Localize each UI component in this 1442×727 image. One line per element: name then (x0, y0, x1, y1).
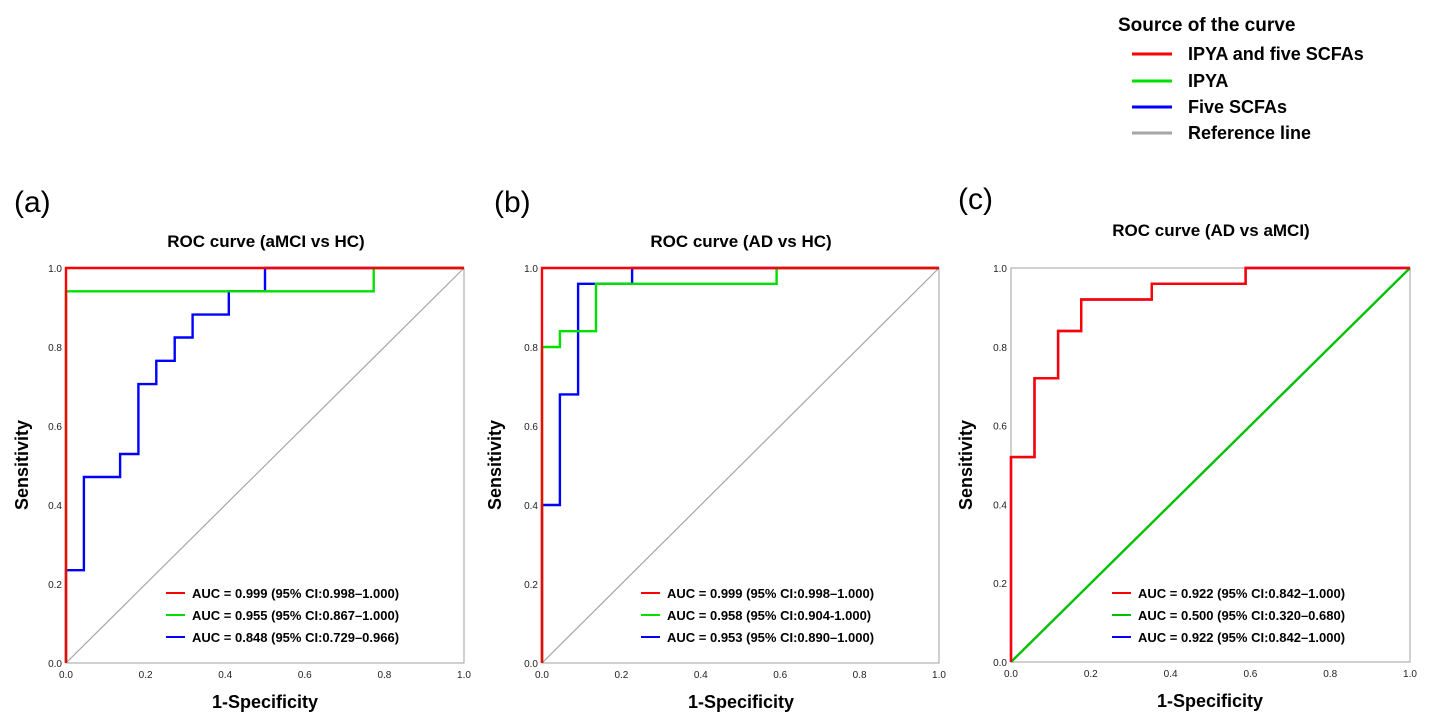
roc-curve-c-ipya (1010, 267, 1411, 663)
ticks-a: 0.00.0 0.2 0.2 0.4 0.4 0.6 0.6 0.8 0.8 1.0 1.0 (48, 264, 471, 681)
panel-title-c: ROC curve (AD vs aMCI) (1112, 221, 1309, 240)
y-tick-label-c: 0.0 (993, 658, 1007, 669)
reference-line-a (65, 267, 465, 664)
x-tick-label-a: 0.4 (218, 670, 232, 681)
auc-text-b-2: AUC = 0.958 (95% CI:0.904-1.000) (667, 608, 871, 623)
auc-text-c-2: AUC = 0.500 (95% CI:0.320–0.680) (1138, 608, 1345, 623)
auc-text-a-2: AUC = 0.955 (95% CI:0.867–1.000) (192, 608, 399, 623)
x-tick-label-a: 0.2 (139, 670, 153, 681)
curves-b (540, 266, 940, 664)
roc-curve-b-five-scfas (540, 266, 939, 663)
auc-legend-b: AUC = 0.999 (95% CI:0.998–1.000) AUC = 0… (641, 586, 874, 645)
legend-label-combined: IPYA and five SCFAs (1188, 44, 1364, 64)
y-tick-label-a: 0.6 (48, 422, 62, 433)
auc-legend-a: AUC = 0.999 (95% CI:0.998–1.000) AUC = 0… (166, 586, 399, 645)
x-tick-label-b: 0.6 (773, 670, 787, 681)
y-tick-label-a: 0.8 (48, 343, 62, 354)
roc-curve-b-ipya-and-five-scfas (540, 266, 939, 663)
x-tick-label-b: 0.0 (535, 670, 549, 681)
auc-text-c-3: AUC = 0.922 (95% CI:0.842–1.000) (1138, 630, 1345, 645)
y-tick-label-b: 0.2 (524, 580, 538, 591)
y-tick-label-c: 0.4 (993, 500, 1007, 511)
curves-a (64, 266, 465, 664)
x-tick-label-c: 0.6 (1243, 669, 1257, 680)
auc-text-b-1: AUC = 0.999 (95% CI:0.998–1.000) (667, 586, 874, 601)
y-axis-label-c: Sensitivity (956, 420, 976, 510)
y-tick-label-b: 0.4 (524, 501, 538, 512)
roc-curve-b-ipya (540, 266, 939, 663)
y-axis-label-a: Sensitivity (12, 420, 32, 510)
panel-b: (b) ROC curve (AD vs HC) 0.00.0 0.2 0.2 0.4… (485, 186, 946, 712)
x-tick-label-b: 0.4 (694, 670, 708, 681)
legend-title: Source of the curve (1118, 15, 1295, 36)
ticks-c: 0.00.0 0.2 0.2 0.4 0.4 0.6 0.6 0.8 0.8 1.0 1.0 (993, 264, 1417, 680)
figure-legend: Source of the curve IPYA and five SCFAs … (1118, 15, 1364, 143)
x-tick-label-a: 0.6 (298, 670, 312, 681)
auc-legend-c: AUC = 0.922 (95% CI:0.842–1.000) AUC = 0… (1112, 586, 1345, 645)
panel-label-a: (a) (14, 186, 51, 219)
y-tick-label-a: 0.2 (48, 580, 62, 591)
ticks-b: 0.00.0 0.2 0.2 0.4 0.4 0.6 0.6 0.8 0.8 1.0 1.0 (524, 264, 946, 681)
panel-c: (c) ROC curve (AD vs aMCI) 0.00.00.20.20… (956, 183, 1417, 711)
panel-label-c: (c) (958, 183, 993, 216)
roc-curve-a-ipya-and-five-scfas (64, 266, 464, 663)
y-tick-label-b: 1.0 (524, 264, 538, 275)
y-tick-label-b: 0.8 (524, 343, 538, 354)
panel-label-b: (b) (494, 186, 531, 219)
y-tick-label-a: 0.4 (48, 501, 62, 512)
x-axis-label-b: 1-Specificity (688, 692, 794, 712)
x-tick-label-a: 1.0 (457, 670, 471, 681)
x-axis-label-a: 1-Specificity (212, 692, 318, 712)
y-tick-label-c: 1.0 (993, 264, 1007, 275)
y-axis-label-b: Sensitivity (485, 420, 505, 510)
x-tick-label-c: 1.0 (1403, 669, 1417, 680)
y-tick-label-c: 0.8 (993, 343, 1007, 354)
panel-title-b: ROC curve (AD vs HC) (650, 232, 831, 251)
y-tick-label-b: 0.0 (524, 659, 538, 670)
legend-label-ipya: IPYA (1188, 71, 1228, 91)
legend-label-reference: Reference line (1188, 123, 1311, 143)
y-tick-label-c: 0.2 (993, 579, 1007, 590)
y-tick-label-c: 0.6 (993, 422, 1007, 433)
y-tick-label-a: 0.0 (48, 659, 62, 670)
roc-curve-c-ipya-and-five-scfas (1009, 266, 1410, 662)
x-tick-label-b: 0.8 (853, 670, 867, 681)
panel-title-a: ROC curve (aMCI vs HC) (167, 232, 364, 251)
panel-a: (a) ROC curve (aMCI vs HC) 0.00.00.20.20… (12, 186, 471, 712)
x-tick-label-c: 0.2 (1084, 669, 1098, 680)
x-tick-label-c: 0.8 (1323, 669, 1337, 680)
legend-label-scfas: Five SCFAs (1188, 97, 1287, 117)
y-tick-label-a: 1.0 (48, 264, 62, 275)
curves-c (1009, 266, 1411, 663)
x-tick-label-c: 0.0 (1004, 669, 1018, 680)
x-tick-label-a: 0.0 (59, 670, 73, 681)
x-tick-label-c: 0.4 (1164, 669, 1178, 680)
x-axis-label-c: 1-Specificity (1157, 691, 1263, 711)
x-tick-label-b: 1.0 (932, 670, 946, 681)
x-tick-label-b: 0.2 (614, 670, 628, 681)
x-tick-label-a: 0.8 (377, 670, 391, 681)
auc-text-a-3: AUC = 0.848 (95% CI:0.729–0.966) (192, 630, 399, 645)
reference-line-b (541, 267, 940, 664)
y-tick-label-b: 0.6 (524, 422, 538, 433)
auc-text-a-1: AUC = 0.999 (95% CI:0.998–1.000) (192, 586, 399, 601)
auc-text-b-3: AUC = 0.953 (95% CI:0.890–1.000) (667, 630, 874, 645)
auc-text-c-1: AUC = 0.922 (95% CI:0.842–1.000) (1138, 586, 1345, 601)
